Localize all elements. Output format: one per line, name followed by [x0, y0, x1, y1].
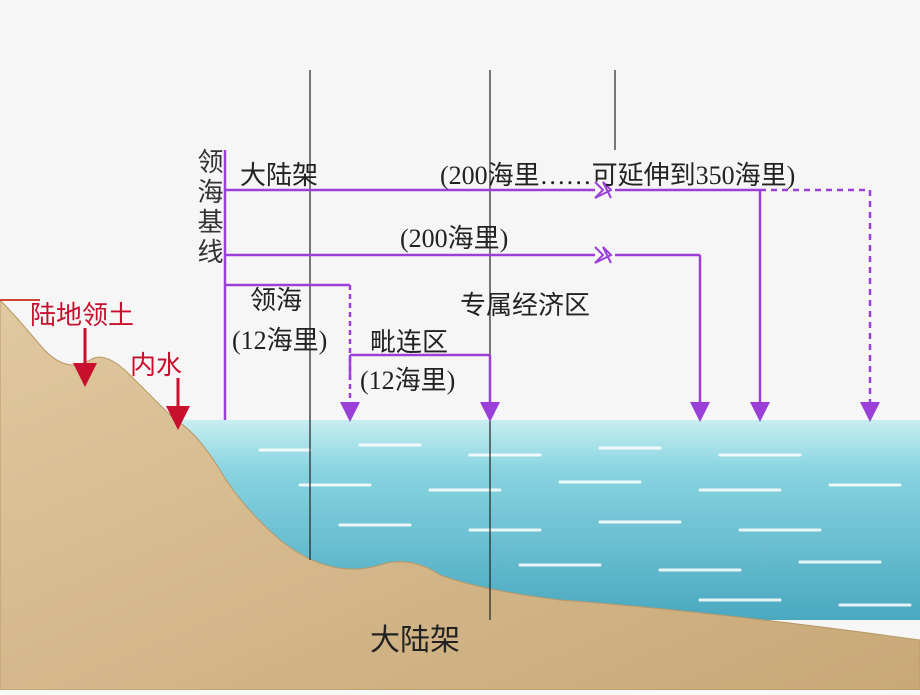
label-eez-dist: (200海里)	[400, 218, 508, 255]
label-territorial-sea: 领海	[250, 280, 302, 317]
label-territorial-dist: (12海里)	[232, 320, 327, 357]
label-internal-water: 内水	[130, 345, 182, 382]
label-shelf-top: 大陆架	[240, 155, 318, 192]
label-land-territory: 陆地领土	[30, 295, 134, 332]
label-contiguous: 毗连区	[370, 322, 448, 359]
label-baseline: 领海基线	[190, 148, 227, 268]
label-shelf-bottom: 大陆架	[370, 615, 460, 659]
label-eez: 专属经济区	[460, 285, 590, 322]
label-contiguous-dist: (12海里)	[360, 360, 455, 397]
label-shelf-dist: (200海里……可延伸到350海里)	[440, 155, 795, 192]
